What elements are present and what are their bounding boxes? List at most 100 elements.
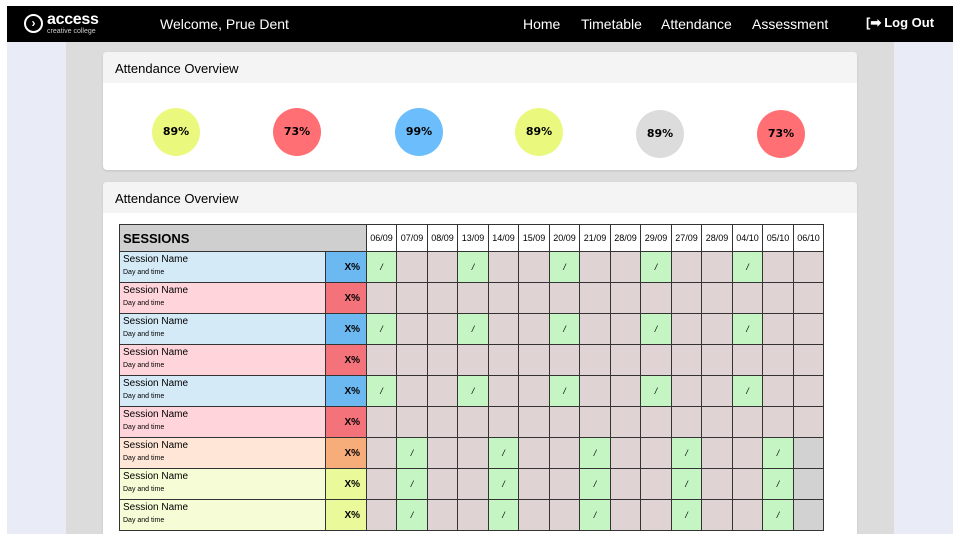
attendance-absent-cell [518, 344, 550, 376]
attendance-present-cell: / [762, 437, 794, 469]
date-column-header: 04/10 [732, 224, 763, 252]
card-title: Attendance Overview [103, 182, 857, 213]
attendance-absent-cell [671, 282, 702, 314]
nav-home[interactable]: Home [523, 16, 561, 32]
session-row[interactable]: Session Name Day and time X% / / / / / [119, 313, 824, 345]
session-name-cell: Session Name Day and time [119, 499, 326, 531]
attendance-absent-cell [732, 344, 763, 376]
attendance-absent-cell [793, 251, 824, 283]
attendance-circle: 73% [757, 110, 805, 158]
attendance-absent-cell [671, 344, 702, 376]
attendance-absent-cell [671, 251, 702, 283]
session-percent: X% [325, 375, 367, 407]
session-percent: X% [325, 468, 367, 500]
logout-button[interactable]: [➡ Log Out [866, 15, 934, 31]
session-name: Session Name [123, 440, 189, 451]
session-time: Day and time [123, 269, 165, 276]
attendance-absent-cell [366, 437, 397, 469]
attendance-absent-cell [549, 406, 580, 438]
top-nav-bar: › access creative college Welcome, Prue … [7, 6, 953, 42]
logout-icon: [➡ [866, 15, 882, 30]
session-row[interactable]: Session Name Day and time X% / / / / / [119, 437, 824, 469]
attendance-present-cell: / [640, 375, 672, 407]
attendance-absent-cell [488, 251, 519, 283]
attendance-present-cell: / [366, 375, 397, 407]
attendance-present-cell: / [579, 499, 611, 531]
attendance-absent-cell [640, 468, 672, 500]
attendance-absent-cell [396, 344, 428, 376]
attendance-present-cell: / [671, 437, 702, 469]
session-name-cell: Session Name Day and time [119, 437, 326, 469]
nav-timetable[interactable]: Timetable [581, 16, 642, 32]
session-percent: X% [325, 282, 367, 314]
session-name-cell: Session Name Day and time [119, 375, 326, 407]
attendance-absent-cell [427, 406, 458, 438]
attendance-absent-cell [549, 344, 580, 376]
attendance-absent-cell [579, 282, 611, 314]
attendance-absent-cell [732, 499, 763, 531]
attendance-absent-cell [518, 313, 550, 345]
attendance-circle: 99% [395, 108, 443, 156]
date-column-header: 13/09 [457, 224, 489, 252]
attendance-overview-card: Attendance Overview 89% 73% 99% 89% 89% … [103, 52, 857, 170]
attendance-absent-cell [518, 251, 550, 283]
nav-attendance[interactable]: Attendance [661, 16, 732, 32]
session-row[interactable]: Session Name Day and time X% / / / / / [119, 375, 824, 407]
card-title: Attendance Overview [103, 52, 857, 83]
session-row[interactable]: Session Name Day and time X% / / / / / [119, 251, 824, 283]
attendance-absent-cell [640, 344, 672, 376]
session-row[interactable]: Session Name Day and time X% / / / / / [119, 468, 824, 500]
attendance-absent-cell [396, 282, 428, 314]
attendance-absent-cell [427, 499, 458, 531]
attendance-present-cell: / [549, 251, 580, 283]
attendance-present-cell: / [488, 437, 519, 469]
date-column-header: 15/09 [518, 224, 550, 252]
session-time: Day and time [123, 362, 165, 369]
session-name: Session Name [123, 502, 189, 513]
attendance-absent-cell [549, 468, 580, 500]
attendance-present-cell: / [671, 499, 702, 531]
attendance-present-cell: / [549, 313, 580, 345]
date-column-header: 06/09 [366, 224, 397, 252]
attendance-circle: 89% [515, 108, 563, 156]
attendance-absent-cell [396, 406, 428, 438]
attendance-absent-cell [793, 313, 824, 345]
attendance-absent-cell [701, 375, 733, 407]
attendance-absent-cell [366, 282, 397, 314]
attendance-absent-cell [579, 344, 611, 376]
attendance-absent-cell [518, 282, 550, 314]
session-percent: X% [325, 344, 367, 376]
attendance-absent-cell [610, 251, 641, 283]
attendance-absent-cell [762, 344, 794, 376]
attendance-absent-cell [488, 344, 519, 376]
attendance-absent-cell [640, 437, 672, 469]
session-row[interactable]: Session Name Day and time X% [119, 282, 824, 314]
attendance-absent-cell [793, 282, 824, 314]
attendance-absent-cell [671, 313, 702, 345]
date-column-header: 28/09 [701, 224, 733, 252]
attendance-absent-cell [488, 282, 519, 314]
session-row[interactable]: Session Name Day and time X% / / / / / [119, 499, 824, 531]
session-name-cell: Session Name Day and time [119, 282, 326, 314]
attendance-absent-cell [762, 282, 794, 314]
session-row[interactable]: Session Name Day and time X% [119, 406, 824, 438]
attendance-absent-cell [610, 313, 641, 345]
nav-assessment[interactable]: Assessment [752, 16, 829, 32]
attendance-present-cell: / [396, 468, 428, 500]
attendance-absent-cell [427, 468, 458, 500]
attendance-present-cell: / [640, 313, 672, 345]
attendance-absent-cell [518, 437, 550, 469]
attendance-absent-cell [793, 406, 824, 438]
attendance-absent-cell [732, 282, 763, 314]
attendance-absent-cell [427, 375, 458, 407]
attendance-absent-cell [640, 499, 672, 531]
attendance-present-cell: / [671, 468, 702, 500]
session-row[interactable]: Session Name Day and time X% [119, 344, 824, 376]
attendance-present-cell: / [579, 468, 611, 500]
date-column-header: 20/09 [549, 224, 580, 252]
session-time: Day and time [123, 455, 165, 462]
session-name: Session Name [123, 316, 189, 327]
main-content: Attendance Overview 89% 73% 99% 89% 89% … [66, 42, 894, 534]
attendance-absent-cell [762, 375, 794, 407]
college-logo[interactable]: › access creative college [24, 11, 104, 38]
